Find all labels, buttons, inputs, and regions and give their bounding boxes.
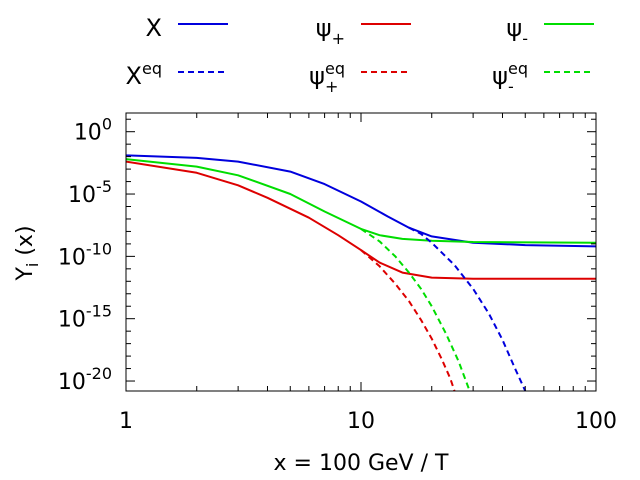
- legend-entry-psi_minus_eq: ψeq -: [492, 59, 594, 96]
- x-tick-label: 1: [119, 409, 133, 434]
- legend-label: ψ-: [506, 14, 528, 48]
- y-tick-label: 10-5: [68, 177, 112, 208]
- y-axis-label-base: Y: [13, 267, 38, 282]
- legend-label: ψeq +: [309, 59, 345, 96]
- x-tick-label: 10: [347, 409, 375, 434]
- legend-entry-psi_plus_eq: ψeq +: [309, 59, 411, 96]
- plot-frame: [125, 112, 597, 392]
- tick-labels: 1 10 100 100 10-5 10-10 10-15 10-20: [58, 115, 617, 434]
- x-axis-label: x = 100 GeV / T: [274, 451, 449, 476]
- legend-entry-X_eq: Xeq: [126, 59, 228, 90]
- series-line-psi_plus_eq: [360, 249, 456, 391]
- y-tick-label: 10-20: [58, 364, 112, 395]
- series-line-psi_minus_eq: [360, 228, 471, 391]
- legend-label: ψeq -: [492, 59, 528, 96]
- y-axis-label-suffix: (x): [13, 225, 38, 262]
- legend-label: X: [146, 14, 162, 42]
- series-line-X_eq: [408, 226, 527, 391]
- series-line-psi_plus: [126, 160, 596, 280]
- legend-entry-psi_plus: ψ+: [316, 14, 411, 48]
- y-tick-label: 10-10: [58, 239, 112, 270]
- y-axis-label-sub: i: [23, 263, 42, 267]
- plot-lines: [126, 154, 596, 391]
- y-tick-label: 10-15: [58, 302, 112, 333]
- y-axis-label: Yi (x): [13, 225, 42, 281]
- x-tick-label: 100: [575, 409, 617, 434]
- axis-ticks: [125, 113, 597, 391]
- legend-entry-psi_minus: ψ-: [506, 14, 594, 48]
- series-line-X: [126, 154, 596, 248]
- legend-label: ψ+: [316, 14, 345, 48]
- legend-entry-X: X: [146, 14, 228, 42]
- y-tick-label: 100: [74, 115, 112, 146]
- legend-label: Xeq: [126, 59, 162, 90]
